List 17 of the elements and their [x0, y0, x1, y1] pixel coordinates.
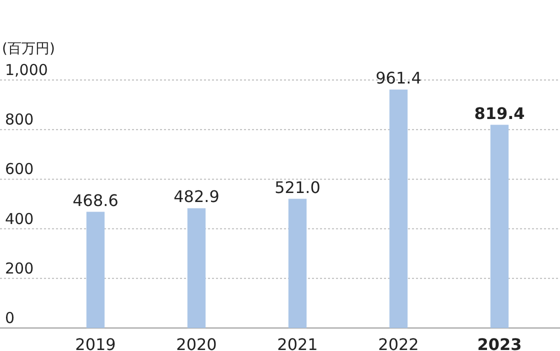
x-tick-label: 2019	[75, 335, 116, 351]
x-tick-label: 2020	[176, 335, 217, 351]
data-label: 482.9	[174, 187, 220, 206]
y-axis-title: (百万円)	[2, 41, 55, 57]
data-label: 819.4	[474, 104, 525, 123]
y-tick-label: 1,000	[5, 61, 48, 79]
y-tick-label: 600	[5, 160, 34, 178]
data-label: 468.6	[72, 190, 118, 210]
data-label: 961.4	[376, 68, 422, 88]
x-tick-label: 2023	[477, 335, 522, 351]
x-tick-label: 2022	[378, 335, 419, 351]
y-tick-label: 400	[5, 210, 34, 228]
y-tick-label: 0	[5, 309, 15, 327]
data-label: 521.0	[274, 178, 320, 197]
x-tick-label: 2021	[277, 335, 318, 351]
y-tick-label: 200	[5, 259, 34, 278]
y-tick-label: 800	[5, 110, 34, 129]
